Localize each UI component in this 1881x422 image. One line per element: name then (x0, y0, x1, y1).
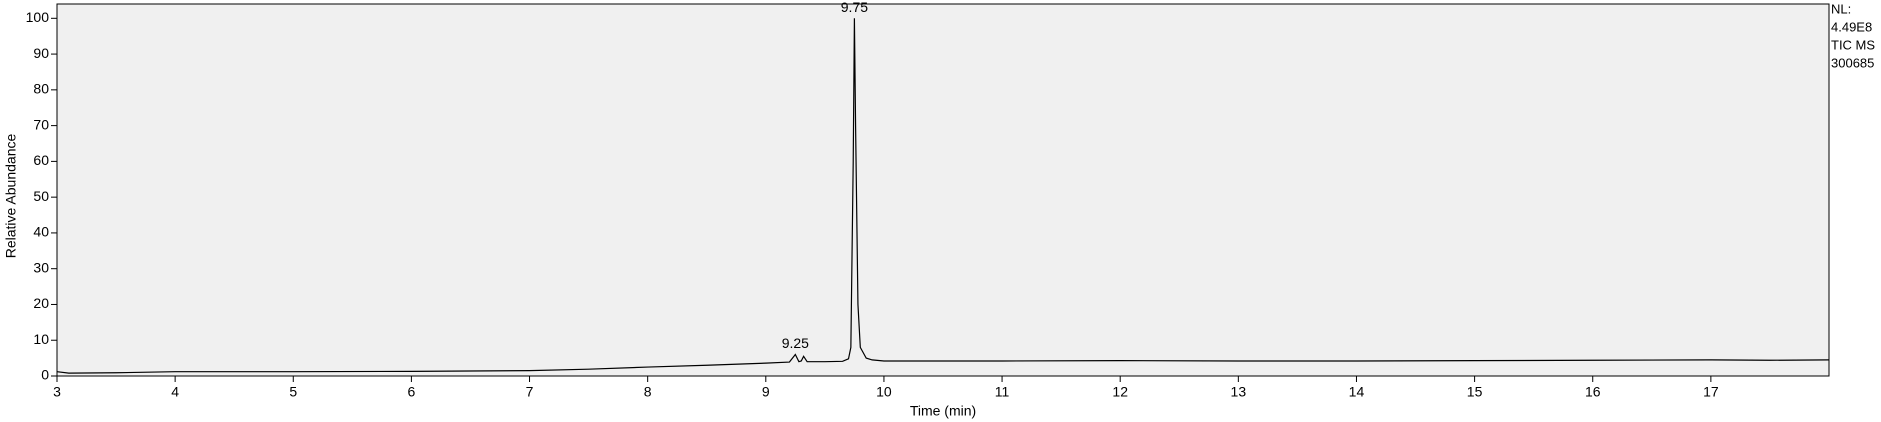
x-tick-label: 14 (1349, 384, 1365, 400)
x-tick-label: 4 (171, 384, 179, 400)
peak-label: 9.75 (841, 0, 868, 15)
x-tick-label: 7 (526, 384, 534, 400)
x-tick-label: 15 (1467, 384, 1483, 400)
y-tick-label: 30 (33, 259, 49, 275)
peak-label: 9.25 (782, 335, 809, 351)
y-tick-label: 50 (33, 188, 49, 204)
info-text: 4.49E8 (1831, 19, 1872, 34)
trace (56, 18, 1830, 374)
plot-area (56, 3, 1830, 377)
x-tick-label: 5 (289, 384, 297, 400)
x-tick-label: 10 (876, 384, 892, 400)
x-axis-label: Time (min) (910, 403, 976, 419)
y-tick-label: 80 (33, 81, 49, 97)
info-text: 300685 (1831, 55, 1874, 70)
x-tick-label: 8 (644, 384, 652, 400)
y-tick-label: 70 (33, 116, 49, 132)
x-tick-label: 9 (762, 384, 770, 400)
y-tick-label: 10 (33, 331, 49, 347)
info-text: TIC MS (1831, 37, 1875, 52)
x-tick-label: 13 (1231, 384, 1247, 400)
y-tick-label: 100 (26, 9, 50, 25)
x-tick-label: 12 (1112, 384, 1128, 400)
y-tick-label: 0 (41, 367, 49, 383)
y-tick-label: 60 (33, 152, 49, 168)
x-tick-label: 16 (1585, 384, 1601, 400)
y-axis-label: Relative Abundance (3, 134, 19, 259)
x-tick-label: 17 (1703, 384, 1719, 400)
x-tick-label: 11 (995, 384, 1010, 400)
y-tick-label: 40 (33, 224, 49, 240)
x-tick-label: 3 (53, 384, 61, 400)
info-text: NL: (1831, 1, 1851, 16)
y-tick-label: 90 (33, 45, 49, 61)
x-tick-label: 6 (408, 384, 416, 400)
y-tick-label: 20 (33, 295, 49, 311)
